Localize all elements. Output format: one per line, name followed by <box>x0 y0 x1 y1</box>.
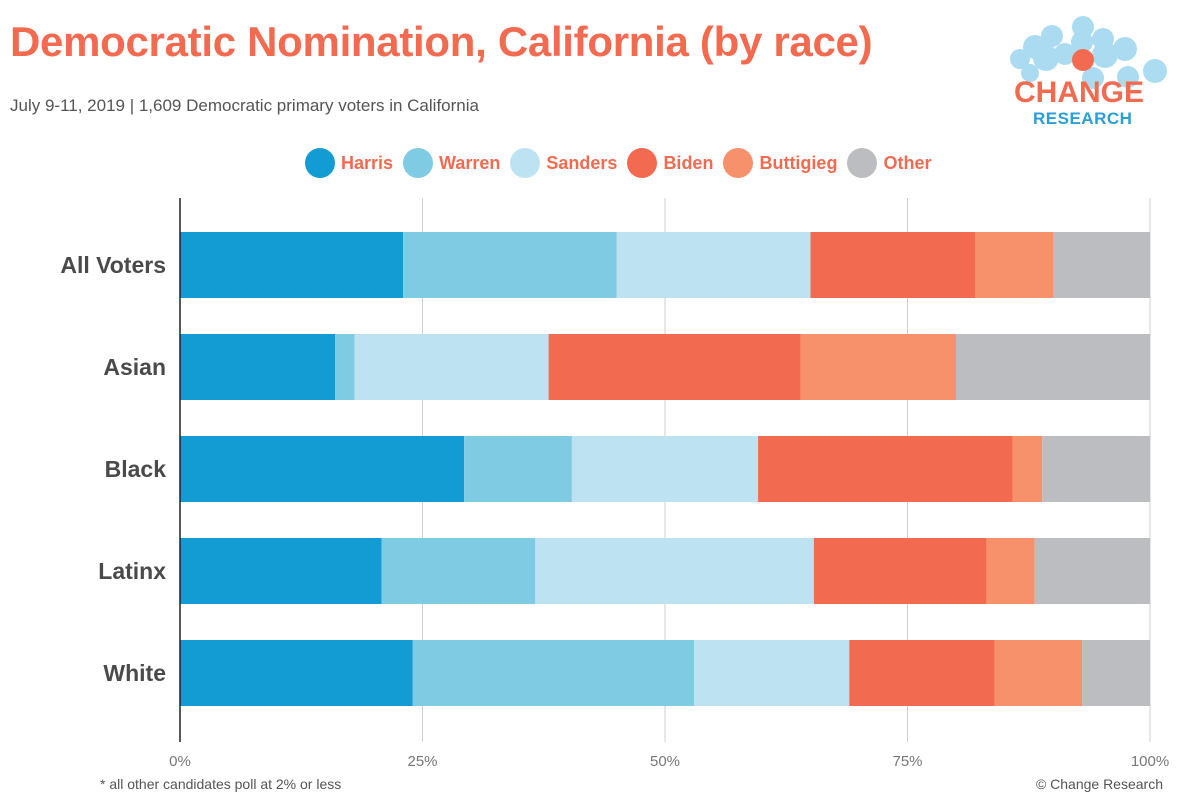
bar-all-voters-biden <box>810 232 976 298</box>
bar-latinx-other <box>1034 538 1150 604</box>
category-labels: All Voters Asian Black Latinx White <box>60 252 166 686</box>
bar-black-sanders <box>571 436 759 502</box>
x-tick-label: 50% <box>650 753 680 770</box>
chart-legend: Harris Warren Sanders Biden Buttigieg Other <box>305 146 931 180</box>
category-label-latinx: Latinx <box>98 558 166 584</box>
bar-all-voters-sanders <box>616 232 811 298</box>
legend-swatch-harris <box>305 148 335 178</box>
bar-black-buttigieg <box>1012 436 1043 502</box>
chart-subtitle: July 9-11, 2019 | 1,609 Democratic prima… <box>10 96 479 115</box>
legend-item-harris: Harris <box>305 148 393 178</box>
bar-all-voters-other <box>1053 232 1150 298</box>
bar-all-voters-buttigieg <box>975 232 1053 298</box>
legend-swatch-sanders <box>510 148 541 178</box>
category-label-asian: Asian <box>103 354 166 380</box>
legend-item-warren: Warren <box>403 148 500 178</box>
legend-item-other: Other <box>847 148 931 178</box>
bar-all-voters-warren <box>403 232 617 298</box>
legend-label-harris: Harris <box>341 152 394 173</box>
bar-white-sanders <box>694 640 850 706</box>
bar-asian-buttigieg <box>800 334 956 400</box>
legend-swatch-biden <box>627 148 658 178</box>
bar-black-other <box>1042 436 1150 502</box>
bar-all-voters-harris <box>180 232 404 298</box>
legend-swatch-warren <box>403 148 434 178</box>
bar-black-biden <box>758 436 1013 502</box>
logo-research-text: RESEARCH <box>1033 109 1132 128</box>
legend-item-biden: Biden <box>627 148 713 178</box>
category-label-black: Black <box>105 456 167 482</box>
x-tick-label: 0% <box>169 753 191 770</box>
category-label-white: White <box>103 660 166 686</box>
copyright: © Change Research <box>1035 776 1163 792</box>
chart-title: Democratic Nomination, California (by ra… <box>10 18 873 65</box>
bar-latinx-sanders <box>535 538 814 604</box>
x-tick-label: 75% <box>892 753 922 770</box>
bars <box>180 232 1150 706</box>
bar-asian-biden <box>548 334 801 400</box>
bar-latinx-buttigieg <box>986 538 1035 604</box>
legend-label-other: Other <box>883 152 932 173</box>
bar-asian-other <box>956 334 1150 400</box>
legend-label-warren: Warren <box>439 152 501 173</box>
bar-white-warren <box>412 640 695 706</box>
legend-label-buttigieg: Buttigieg <box>759 152 838 173</box>
change-research-logo: CHANGE RESEARCH <box>1010 16 1167 128</box>
x-tick-label: 100% <box>1131 753 1169 770</box>
bar-asian-warren <box>335 334 355 400</box>
bar-asian-harris <box>180 334 336 400</box>
legend-item-sanders: Sanders <box>510 148 617 178</box>
bar-latinx-harris <box>180 538 382 604</box>
bar-white-buttigieg <box>994 640 1083 706</box>
legend-swatch-other <box>847 148 878 178</box>
legend-item-buttigieg: Buttigieg <box>723 148 837 178</box>
footnote: * all other candidates poll at 2% or les… <box>100 776 342 792</box>
bar-white-other <box>1082 640 1150 706</box>
bar-black-harris <box>180 436 465 502</box>
bar-latinx-warren <box>381 538 536 604</box>
legend-label-sanders: Sanders <box>546 152 618 173</box>
bar-asian-sanders <box>354 334 549 400</box>
logo-change-text: CHANGE <box>1014 76 1144 109</box>
x-tick-labels: 0% 25% 50% 75% 100% <box>169 753 1169 770</box>
x-tick-label: 25% <box>407 753 437 770</box>
bar-latinx-biden <box>813 538 987 604</box>
legend-label-biden: Biden <box>663 152 714 173</box>
bar-black-warren <box>464 436 572 502</box>
legend-swatch-buttigieg <box>723 148 754 178</box>
bar-white-harris <box>180 640 413 706</box>
bar-white-biden <box>849 640 995 706</box>
category-label-all-voters: All Voters <box>60 252 166 278</box>
